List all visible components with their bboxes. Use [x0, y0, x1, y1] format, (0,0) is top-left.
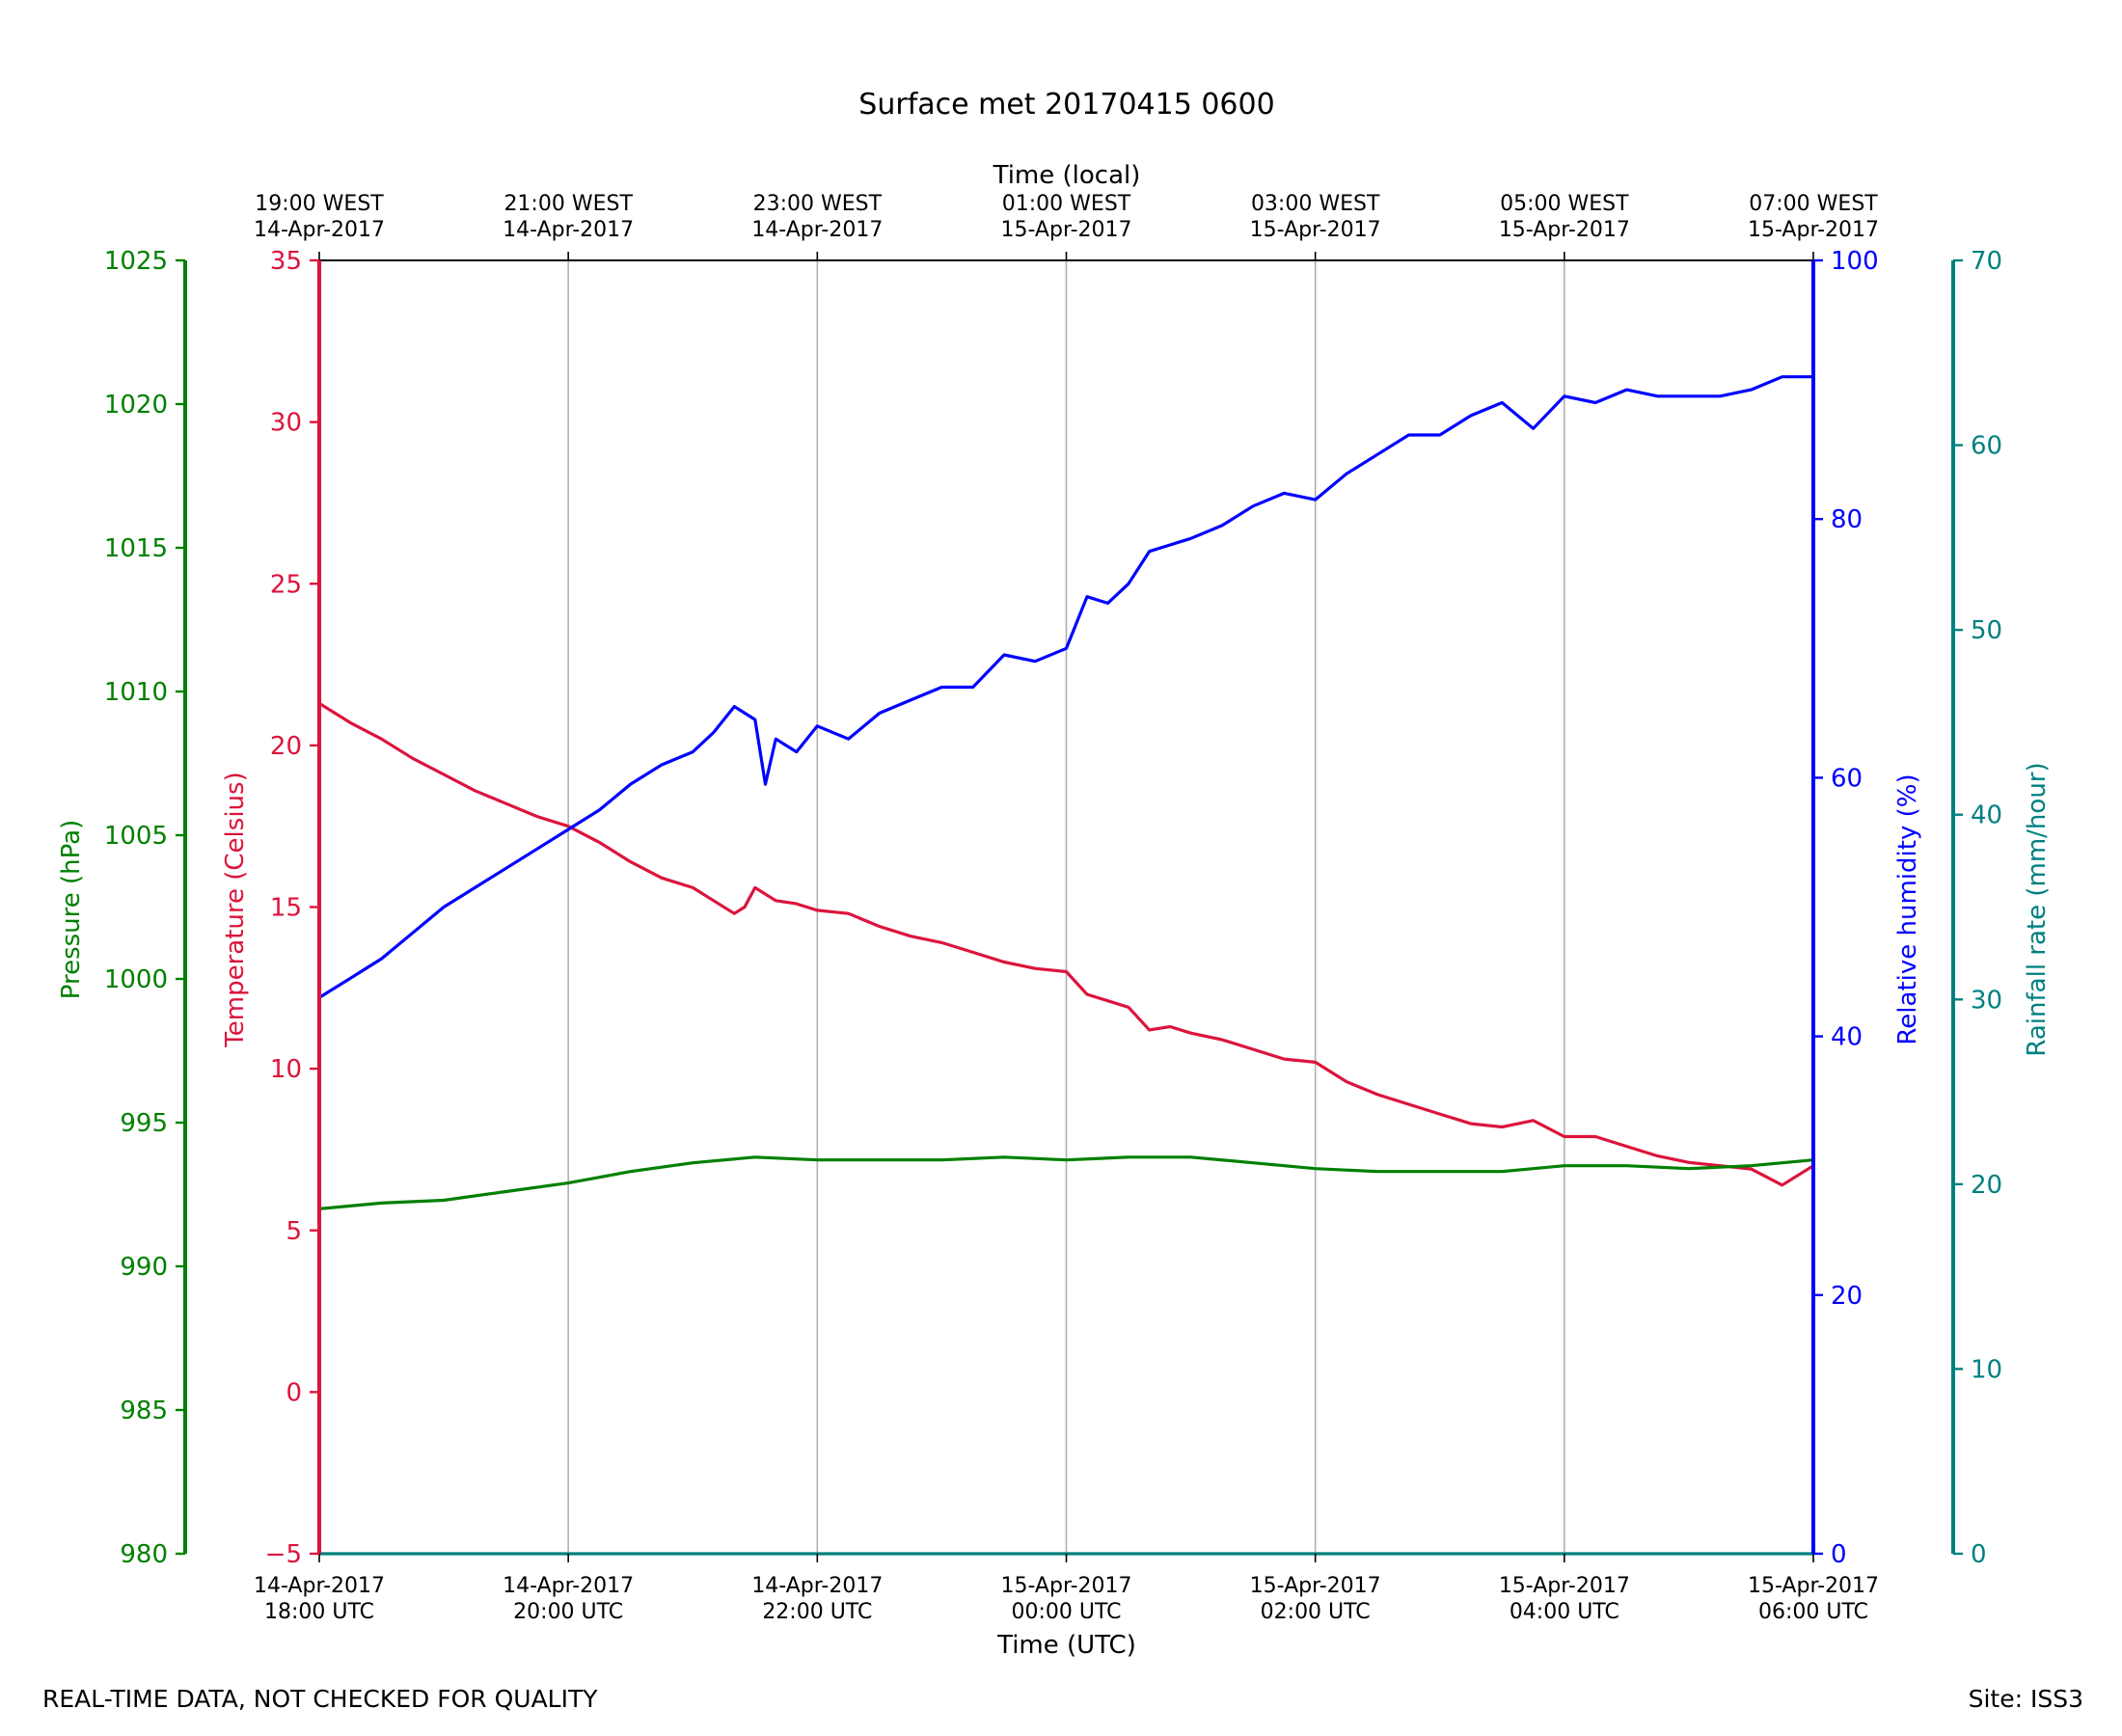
pressure-tick-label: 1015: [104, 534, 168, 563]
rainfall-tick-label: 40: [1971, 801, 2002, 830]
pressure-tick-label: 1010: [104, 678, 168, 707]
pressure-tick-label: 995: [120, 1109, 168, 1138]
x-tick-label: 14-Apr-2017: [751, 1574, 883, 1598]
x2-tick-label: 05:00 WEST: [1500, 192, 1629, 216]
x-tick-label: 15-Apr-2017: [1000, 1574, 1131, 1598]
x2-tick-label: 15-Apr-2017: [1748, 218, 1879, 242]
rainfall-tick-label: 60: [1971, 432, 2002, 461]
x-axis-label: Time (UTC): [996, 1631, 1136, 1660]
humidity-tick-label: 20: [1831, 1282, 1863, 1311]
x-tick-label: 00:00 UTC: [1011, 1600, 1121, 1624]
x-tick-label: 06:00 UTC: [1758, 1600, 1868, 1624]
x2-tick-label: 01:00 WEST: [1002, 192, 1131, 216]
chart-title: Surface met 20170415 0600: [858, 88, 1274, 122]
x2-tick-label: 19:00 WEST: [255, 192, 384, 216]
x-tick-label: 15-Apr-2017: [1748, 1574, 1879, 1598]
x-tick-label: 20:00 UTC: [513, 1600, 623, 1624]
x-tick-label: 18:00 UTC: [264, 1600, 374, 1624]
humidity-axis-label: Relative humidity (%): [1893, 773, 1922, 1044]
pressure-line: [318, 1155, 1814, 1210]
x-tick-label: 14-Apr-2017: [503, 1574, 634, 1598]
temperature-tick-label: 10: [270, 1055, 302, 1084]
x-tick-label: 15-Apr-2017: [1250, 1574, 1381, 1598]
site-label: Site: ISS3: [1968, 1685, 2083, 1713]
x2-tick-label: 21:00 WEST: [503, 192, 633, 216]
temperature-tick-label: 35: [270, 247, 302, 276]
pressure-tick-label: 985: [120, 1397, 168, 1425]
rainfall-tick-label: 20: [1971, 1171, 2002, 1200]
x-tick-label: 22:00 UTC: [762, 1600, 872, 1624]
x2-tick-label: 15-Apr-2017: [1250, 218, 1381, 242]
temperature-tick-label: −5: [265, 1540, 302, 1569]
humidity-line: [318, 375, 1813, 999]
pressure-tick-label: 1020: [104, 391, 168, 420]
temperature-tick-label: 20: [270, 732, 302, 761]
pressure-tick-label: 990: [120, 1253, 168, 1282]
x2-axis-label: Time (local): [993, 161, 1141, 190]
rainfall-tick-label: 70: [1971, 247, 2002, 276]
rainfall-tick-label: 50: [1971, 616, 2002, 645]
humidity-tick-label: 80: [1831, 505, 1863, 534]
humidity-tick-label: 100: [1831, 247, 1879, 276]
humidity-tick-label: 60: [1831, 764, 1863, 793]
x-tick-label: 04:00 UTC: [1510, 1600, 1619, 1624]
quality-disclaimer: REAL-TIME DATA, NOT CHECKED FOR QUALITY: [42, 1685, 598, 1713]
temperature-tick-label: 30: [270, 409, 302, 438]
x-tick-label: 15-Apr-2017: [1499, 1574, 1630, 1598]
rainfall-axis-label: Rainfall rate (mm/hour): [2023, 762, 2052, 1056]
rainfall-tick-label: 30: [1971, 986, 2002, 1015]
rainfall-tick-label: 10: [1971, 1355, 2002, 1384]
x2-tick-label: 14-Apr-2017: [751, 218, 883, 242]
x2-tick-label: 23:00 WEST: [753, 192, 883, 216]
x2-tick-label: 15-Apr-2017: [1499, 218, 1630, 242]
x-tick-label: 14-Apr-2017: [254, 1574, 385, 1598]
x2-tick-label: 15-Apr-2017: [1000, 218, 1131, 242]
pressure-tick-label: 1025: [104, 247, 168, 276]
temperature-tick-label: 25: [270, 570, 302, 599]
humidity-tick-label: 40: [1831, 1023, 1863, 1052]
temperature-tick-label: 5: [286, 1217, 302, 1246]
pressure-tick-label: 1005: [104, 822, 168, 851]
temperature-tick-label: 0: [286, 1378, 302, 1407]
pressure-tick-label: 980: [120, 1540, 168, 1569]
pressure-axis-label: Pressure (hPa): [57, 820, 86, 1000]
temperature-axis-label: Temperature (Celsius): [221, 772, 250, 1047]
x2-tick-label: 07:00 WEST: [1749, 192, 1878, 216]
gridlines: [567, 260, 1565, 1554]
pressure-tick-label: 1000: [104, 965, 168, 994]
x2-tick-label: 14-Apr-2017: [503, 218, 634, 242]
x2-tick-label: 14-Apr-2017: [254, 218, 385, 242]
x2-tick-label: 03:00 WEST: [1251, 192, 1380, 216]
temperature-tick-label: 15: [270, 894, 302, 923]
rainfall-tick-label: 0: [1971, 1540, 1987, 1569]
temperature-line: [318, 701, 1814, 1187]
humidity-tick-label: 0: [1831, 1540, 1847, 1569]
x-tick-label: 02:00 UTC: [1261, 1600, 1371, 1624]
